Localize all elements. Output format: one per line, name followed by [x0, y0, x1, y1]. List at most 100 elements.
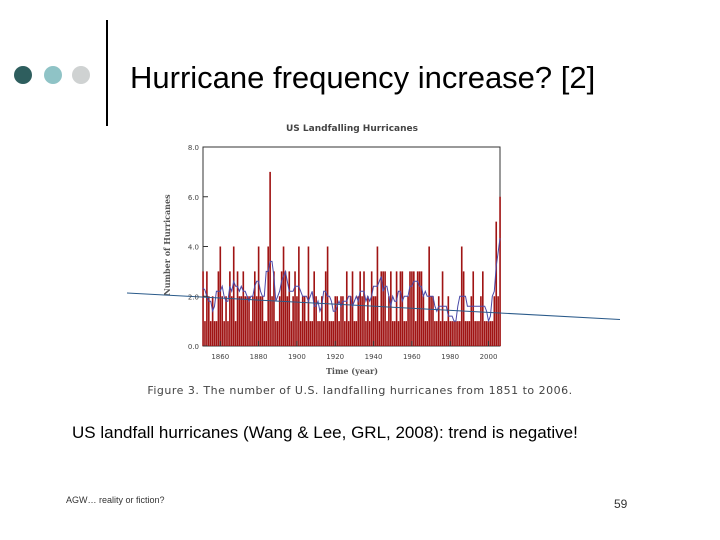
bar-1967	[424, 321, 427, 347]
bar-1991	[470, 296, 473, 346]
bar-1886	[269, 171, 271, 347]
x-tick-label: 1980	[441, 353, 459, 361]
bar-1966	[422, 296, 425, 346]
bar-1935	[363, 271, 365, 347]
bar-1987	[462, 271, 465, 347]
bullet-dot-dark	[14, 66, 32, 84]
bar-1852	[204, 321, 206, 347]
bar-1984	[457, 321, 459, 347]
bar-2000	[487, 321, 490, 347]
bar-1911	[317, 321, 319, 347]
y-tick-label: 8.0	[188, 144, 199, 152]
bar-1873	[244, 296, 247, 346]
bar-1938	[368, 321, 371, 347]
bar-1980	[449, 321, 452, 347]
bar-1913	[321, 296, 323, 346]
bar-1856	[211, 296, 214, 346]
y-tick-label: 6.0	[188, 194, 199, 202]
bar-1985	[459, 321, 461, 347]
bar-1880	[257, 246, 260, 346]
bar-1917	[328, 321, 331, 347]
bar-1878	[253, 271, 256, 347]
bar-1876	[250, 321, 252, 347]
bar-1861	[221, 296, 224, 346]
bar-1973	[436, 321, 438, 347]
bar-1868	[234, 321, 237, 347]
bar-1882	[261, 296, 264, 346]
bar-2004	[495, 221, 498, 347]
bar-1940	[372, 296, 375, 346]
bar-1939	[370, 271, 373, 347]
bar-1954	[399, 271, 402, 347]
x-tick-label: 1960	[403, 353, 421, 361]
bar-1948	[388, 296, 390, 346]
bar-1993	[474, 321, 476, 347]
bar-1983	[455, 321, 457, 347]
bar-1908	[311, 321, 314, 347]
bar-1877	[252, 296, 254, 346]
bar-1851	[202, 271, 204, 347]
slide-subtitle: US landfall hurricanes (Wang & Lee, GRL,…	[72, 423, 578, 442]
bar-1866	[230, 296, 233, 346]
bar-1914	[322, 321, 325, 347]
bar-1890	[276, 321, 279, 347]
bar-1943	[378, 321, 381, 347]
bar-1945	[382, 271, 384, 347]
bar-1901	[298, 246, 300, 346]
title-divider	[106, 20, 108, 126]
bar-1888	[273, 271, 275, 347]
bar-1953	[397, 321, 400, 347]
bullet-dots	[14, 66, 99, 84]
bar-1919	[332, 321, 335, 347]
bar-1988	[464, 321, 467, 347]
bar-1982	[453, 321, 455, 347]
bar-1949	[390, 271, 392, 347]
bar-1900	[296, 296, 298, 346]
bar-1863	[225, 296, 227, 346]
bar-1934	[361, 296, 363, 346]
hurricane-chart: 0.0 2.0 4.0 6.0 8.0 1860 1880 1900 1920 1940 1960 1…	[126, 124, 621, 376]
figure-caption: Figure 3. The number of U.S. landfalling…	[147, 384, 573, 397]
bar-1881	[259, 296, 262, 346]
bar-1898	[292, 296, 294, 346]
bar-1920	[334, 296, 337, 346]
page-number: 59	[614, 497, 628, 511]
bar-1903	[301, 296, 304, 346]
x-tick-label: 2000	[480, 353, 498, 361]
bar-1957	[405, 321, 407, 347]
bar-1994	[476, 321, 478, 347]
bar-1956	[403, 321, 406, 347]
y-axis-label: Number of Hurricanes	[162, 194, 172, 296]
bar-2006	[499, 196, 501, 346]
bar-1862	[223, 321, 225, 347]
bar-1998	[483, 321, 486, 347]
bar-1959	[409, 271, 411, 347]
bar-1975	[439, 321, 442, 347]
x-tick-label: 1920	[326, 353, 344, 361]
bar-1971	[432, 296, 434, 346]
bar-2002	[491, 321, 494, 347]
bar-1894	[284, 271, 287, 347]
bar-1924	[342, 296, 344, 346]
y-tick-label: 4.0	[188, 244, 199, 252]
bar-1962	[414, 321, 417, 347]
bar-1858	[215, 321, 218, 347]
bar-2001	[489, 321, 492, 347]
bar-1977	[443, 321, 446, 347]
bar-1955	[401, 271, 404, 347]
bar-1855	[209, 321, 212, 347]
y-tick-label: 0.0	[188, 343, 199, 351]
bar-1944	[380, 271, 383, 347]
bar-1930	[353, 321, 356, 347]
bar-1929	[351, 271, 354, 347]
bar-1871	[240, 296, 243, 346]
bar-1887	[271, 296, 273, 346]
bar-1941	[374, 296, 377, 346]
bar-1905	[305, 321, 308, 347]
bar-1853	[206, 271, 208, 347]
bar-1927	[347, 321, 350, 347]
bar-1958	[407, 296, 409, 346]
bar-1995	[478, 321, 480, 347]
bar-1989	[466, 321, 469, 347]
bar-1978	[445, 321, 448, 347]
